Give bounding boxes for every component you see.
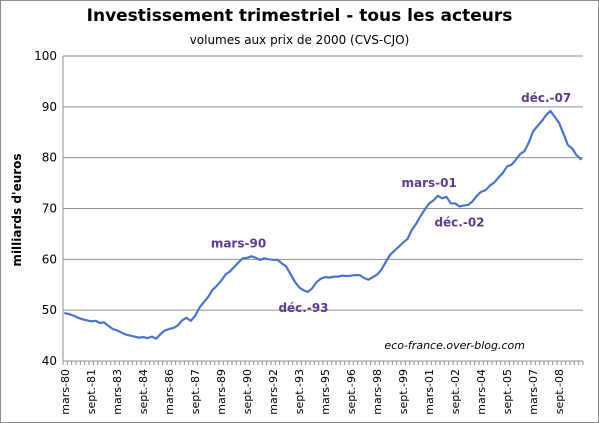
y-tick-label: 90 [42, 100, 57, 114]
source-credit: eco-france.over-blog.com [384, 339, 525, 352]
x-tick-label: mars-92 [267, 369, 280, 415]
annotation-label: déc.-93 [278, 301, 328, 315]
x-tick-label: mars-01 [423, 369, 436, 415]
grid [63, 55, 583, 362]
x-tick-label: mars-95 [319, 369, 332, 415]
annotations: mars-90 déc.-93 mars-01 déc.-02 déc.-07 [211, 91, 571, 315]
chart-title: Investissement trimestriel - tous les ac… [86, 6, 513, 26]
x-tick-label: mars-07 [527, 369, 540, 415]
x-tick-label: mars-86 [163, 369, 176, 415]
x-tick-label: mars-04 [475, 369, 488, 415]
chart-subtitle: volumes aux prix de 2000 (CVS-CJO) [189, 33, 410, 47]
axes [62, 56, 584, 365]
x-tick-label: sept.-87 [189, 369, 202, 414]
y-tick-label: 70 [42, 202, 57, 216]
annotation-label: déc.-07 [521, 91, 571, 105]
y-tick-labels: 40 50 60 70 80 90 100 [34, 49, 57, 368]
y-tick-label: 80 [42, 151, 57, 165]
annotation-label: mars-01 [401, 176, 456, 190]
x-tick-label: sept.-81 [85, 369, 98, 414]
x-tick-label: sept.-90 [241, 369, 254, 414]
x-tick-label: sept.-08 [553, 369, 566, 414]
y-axis-label: milliards d'euros [10, 153, 24, 266]
x-tick-label: sept.-02 [449, 369, 462, 414]
x-tick-label: mars-80 [59, 369, 72, 415]
x-tick-label: mars-83 [111, 369, 124, 415]
x-tick-labels: mars-80 sept.-81 mars-83 sept.-84 mars-86 sep… [59, 369, 566, 415]
x-tick-label: sept.-93 [293, 369, 306, 414]
annotation-label: mars-90 [211, 236, 266, 250]
x-tick-label: mars-89 [215, 369, 228, 415]
x-tick-label: mars-98 [371, 369, 384, 415]
y-tick-label: 100 [34, 49, 57, 63]
y-tick-label: 60 [42, 252, 57, 266]
series-line [64, 109, 582, 340]
annotation-label: déc.-02 [434, 215, 484, 229]
x-tick-label: sept.-96 [345, 369, 358, 414]
y-tick-label: 50 [42, 303, 57, 317]
x-tick-label: sept.-99 [397, 369, 410, 414]
x-tick-label: sept.-05 [501, 369, 514, 414]
x-tick-label: sept.-84 [137, 369, 150, 414]
y-tick-label: 40 [42, 354, 57, 368]
series [64, 109, 582, 340]
